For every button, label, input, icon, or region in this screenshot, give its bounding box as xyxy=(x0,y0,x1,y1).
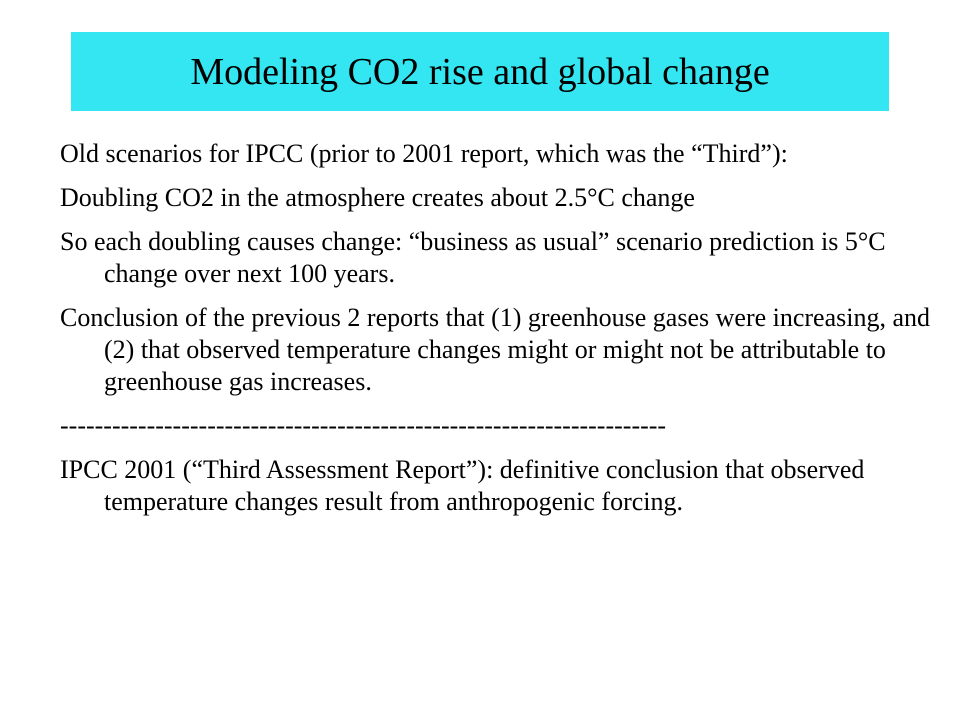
paragraph-ipcc-2001: IPCC 2001 (“Third Assessment Report”): d… xyxy=(60,455,865,516)
title-banner: Modeling CO2 rise and global change xyxy=(71,32,889,111)
paragraph-conclusion-previous: Conclusion of the previous 2 reports tha… xyxy=(60,303,931,396)
paragraph-old-scenarios: Old scenarios for IPCC (prior to 2001 re… xyxy=(60,139,788,168)
paragraph-doubling-co2: Doubling CO2 in the atmosphere creates a… xyxy=(60,183,695,212)
slide-title: Modeling CO2 rise and global change xyxy=(190,50,770,93)
paragraph-each-doubling: So each doubling causes change: “busines… xyxy=(60,227,886,288)
dashed-divider: ----------------------------------------… xyxy=(60,411,667,440)
slide-body: Old scenarios for IPCC (prior to 2001 re… xyxy=(60,138,940,530)
